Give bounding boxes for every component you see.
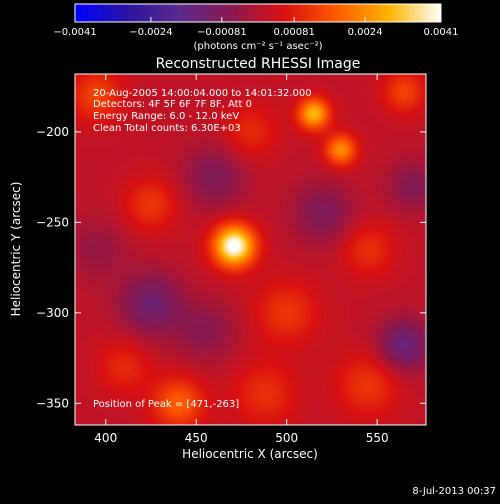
colorbar-tick-label: 0.00081 [273,27,314,38]
annotation-clean: Clean Total counts: 6.30E+03 [93,123,241,134]
colorbar-ticks: −0.0041 −0.0024 −0.00081 0.00081 0.0024 0.004… [53,17,459,38]
colorbar-tick-label: −0.00081 [197,27,247,38]
y-axis-ticks: −200 −250 −300 −350 [36,125,426,410]
footer-date: 8-Jul-2013 00:37 [412,486,496,497]
colorbar-tick-label: 0.0024 [348,27,383,38]
annotations: 20-Aug-2005 14:00:04.000 to 14:01:32.000… [93,88,312,410]
colorbar-unit-label: (photons cm⁻² s⁻¹ asec⁻²) [193,41,322,52]
peak-position-label: Position of Peak = [471,-263] [93,399,239,410]
x-tick-label: 450 [185,431,208,445]
colorbar-tick-label: −0.0024 [129,27,172,38]
colorbar-tick-label: −0.0041 [53,27,96,38]
colorbar [74,3,442,23]
heatmap-image [75,74,426,425]
x-axis-ticks: 400 450 500 550 [94,74,389,445]
chart-title: Reconstructed RHESSI Image [156,56,361,72]
colorbar-tick-label: 0.0041 [424,27,459,38]
image-container [75,74,426,425]
x-tick-label: 500 [275,431,298,445]
y-tick-label: −300 [36,306,69,320]
y-tick-label: −250 [36,215,69,229]
y-tick-label: −200 [36,125,69,139]
y-axis-label: Heliocentric Y (arcsec) [9,182,23,317]
annotation-energy: Energy Range: 6.0 - 12.0 keV [93,111,239,122]
annotation-time: 20-Aug-2005 14:00:04.000 to 14:01:32.000 [93,88,312,99]
annotation-detectors: Detectors: 4F 5F 6F 7F 8F, Att 0 [93,99,252,110]
x-tick-label: 550 [366,431,389,445]
x-tick-label: 400 [94,431,117,445]
x-axis-label: Heliocentric X (arcsec) [182,447,318,461]
plot-frame [74,73,427,426]
y-tick-label: −350 [36,396,69,410]
